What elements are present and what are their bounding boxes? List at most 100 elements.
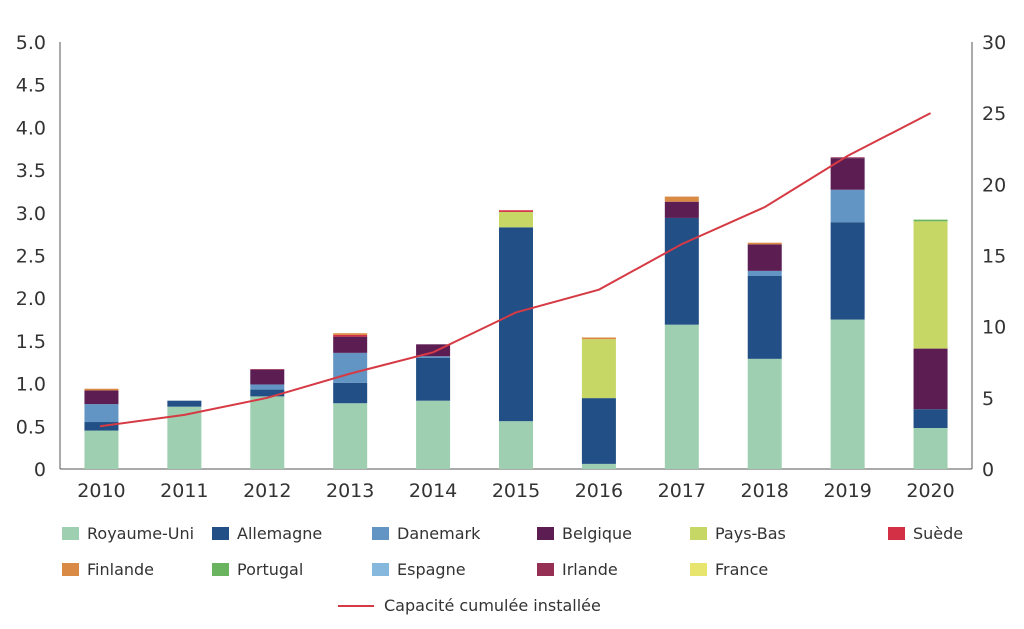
legend-swatch [62, 527, 79, 540]
bar-segment [830, 157, 865, 159]
bar-segment [250, 396, 285, 469]
bar-segment [664, 217, 699, 325]
bar-segment [250, 389, 285, 397]
bar-segment [333, 403, 368, 469]
legend-label: Royaume-Uni [87, 524, 195, 543]
bar-segment [747, 275, 782, 359]
legend-item: Irlande [537, 560, 618, 579]
x-tick-label: 2013 [326, 480, 374, 502]
legend-item: Royaume-Uni [62, 524, 194, 543]
bar-segment [499, 227, 533, 422]
legend-label: Belgique [562, 524, 633, 543]
x-tick-label: 2011 [160, 480, 208, 502]
bar-segment [913, 221, 948, 349]
legend-swatch [372, 527, 389, 540]
bar-segment [664, 196, 699, 202]
x-tick-label: 2018 [741, 480, 789, 502]
y-tick-right: 20 [982, 174, 1006, 196]
bar-segment [250, 369, 285, 385]
legend-swatch [372, 563, 389, 576]
legend-label: Capacité cumulée installée [384, 596, 601, 615]
bar-stacks [84, 157, 948, 469]
y-tick-left: 3.5 [16, 160, 46, 182]
legend-label: Pays-Bas [715, 524, 786, 543]
y-tick-left: 4.5 [16, 75, 46, 97]
bar-segment [416, 344, 451, 357]
y-tick-left: 4.0 [16, 117, 46, 139]
bar-segment [333, 334, 368, 337]
y-tick-right: 5 [982, 388, 994, 410]
bar-segment [84, 404, 119, 423]
legend-item: Portugal [212, 560, 303, 579]
legend-swatch [212, 563, 229, 576]
legend-swatch [212, 527, 229, 540]
legend-item: Espagne [372, 560, 466, 579]
chart: 00.51.01.52.02.53.03.54.04.55.0051015202… [16, 32, 1006, 502]
x-tick-label: 2019 [823, 480, 871, 502]
legend-label: Suède [913, 524, 964, 543]
legend-label: Finlande [87, 560, 155, 579]
bar-segment [913, 409, 948, 429]
legend-item: Belgique [537, 524, 632, 543]
bar-segment [333, 352, 368, 383]
legend-swatch [690, 563, 707, 576]
bar-segment [747, 244, 782, 271]
bar-segment [499, 210, 533, 212]
bar-segment [830, 319, 865, 469]
x-tick-label: 2010 [77, 480, 125, 502]
x-tick-label: 2016 [575, 480, 623, 502]
bar-segment [913, 219, 948, 222]
bar-segment [913, 428, 948, 469]
legend: Royaume-Uni Allemagne Danemark Belgique Pays… [0, 520, 1024, 629]
x-tick-label: 2017 [658, 480, 706, 502]
y-tick-right: 10 [982, 317, 1006, 339]
bar-segment [416, 356, 451, 358]
y-tick-left: 0 [34, 459, 46, 481]
legend-swatch [62, 563, 79, 576]
x-tick-label: 2014 [409, 480, 457, 502]
y-tick-left: 2.5 [16, 246, 46, 268]
bar-segment [416, 357, 451, 401]
bar-segment [499, 211, 533, 228]
legend-item-line: Capacité cumulée installée [338, 596, 601, 615]
x-tick-label: 2015 [492, 480, 540, 502]
bar-segment [250, 384, 285, 390]
bar-segment [830, 222, 865, 320]
bar-segment [664, 324, 699, 469]
bar-segment [84, 388, 119, 391]
y-tick-left: 5.0 [16, 32, 46, 54]
y-tick-left: 3.0 [16, 203, 46, 225]
y-tick-left: 2.0 [16, 288, 46, 310]
legend-item: Pays-Bas [690, 524, 786, 543]
bar-segment [333, 336, 368, 353]
legend-label: Irlande [562, 560, 618, 579]
bar-segment [581, 398, 616, 464]
bar-segment [913, 348, 948, 410]
legend-label: Espagne [397, 560, 466, 579]
legend-item: Allemagne [212, 524, 322, 543]
legend-swatch [888, 527, 905, 540]
x-tick-label: 2020 [906, 480, 954, 502]
legend-label: Danemark [397, 524, 481, 543]
legend-line-swatch [338, 604, 374, 607]
bar-segment [581, 337, 616, 340]
bar-segment [581, 339, 616, 399]
x-tick-label: 2012 [243, 480, 291, 502]
y-tick-left: 0.5 [16, 416, 46, 438]
bar-segment [250, 369, 285, 370]
y-tick-right: 30 [982, 32, 1006, 54]
bar-segment [333, 382, 368, 404]
legend-swatch [537, 527, 554, 540]
bar-segment [167, 400, 202, 407]
legend-label: France [715, 560, 769, 579]
legend-swatch [537, 563, 554, 576]
y-tick-right: 15 [982, 246, 1006, 268]
bar-segment [664, 201, 699, 218]
legend-item: Suède [888, 524, 963, 543]
legend-swatch [690, 527, 707, 540]
bar-segment [84, 390, 119, 405]
bar-segment [830, 189, 865, 223]
bar-segment [747, 358, 782, 469]
y-tick-left: 1.0 [16, 374, 46, 396]
y-tick-right: 0 [982, 459, 994, 481]
